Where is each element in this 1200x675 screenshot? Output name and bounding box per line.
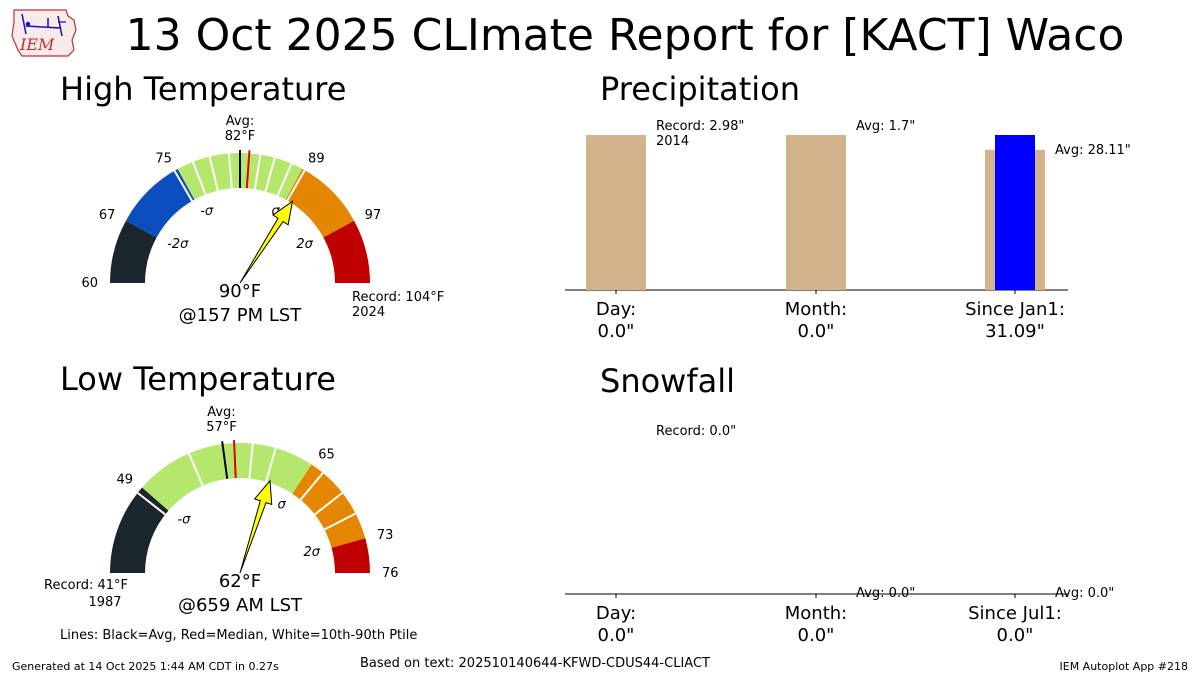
record-year: 2024 (352, 305, 385, 320)
gauge-band-blue (125, 168, 195, 238)
percentile-line (276, 163, 293, 197)
gauge-band-orange (292, 464, 366, 548)
sigma-label: -σ (200, 204, 214, 219)
category-label: Month: (785, 603, 847, 624)
percentile-line (173, 170, 193, 202)
percentile-line (248, 443, 254, 479)
snow-title: Snowfall (600, 362, 735, 400)
sigma-label: 2σ (296, 237, 313, 252)
percentile-line (253, 154, 262, 190)
percentile-line (191, 161, 207, 195)
gauge-tick-label: 76 (382, 566, 399, 581)
sigma-label: -σ (177, 512, 191, 527)
gauge-band-dark (110, 220, 157, 283)
sigma-label: -2σ (167, 237, 189, 252)
gauge-band-dark (110, 487, 169, 573)
percentile-line (323, 512, 357, 531)
lines-legend: Lines: Black=Avg, Red=Median, White=10th… (60, 628, 418, 643)
gauge-tick-label: 60 (81, 276, 98, 291)
observed-value-label: 90°F (219, 281, 261, 302)
category-label: Day: (596, 299, 636, 320)
gauge-tick-label: 73 (377, 528, 394, 543)
page-title: 13 Oct 2025 CLImate Report for [KACT] Wa… (125, 10, 1125, 61)
logo-text: IEM (19, 35, 55, 54)
gauge-band-red (331, 538, 370, 573)
median-line (245, 150, 251, 189)
low-temp-gauge: 49 65 73 76 -σ σ 2σ Avg:57°F 62°F @659 AM LST Reco… (44, 405, 399, 616)
percentile-line (265, 447, 277, 482)
gauge-tick-label: 89 (308, 151, 325, 166)
annotation: Avg: 1.7" (856, 119, 915, 134)
observed-time-label: @659 AM LST (178, 595, 303, 616)
high-temp-gauge: 60 67 75 89 97 -2σ -σ σ 2σ Avg:82°F 90°F @157 PM LS… (81, 114, 444, 326)
low-temp-title: Low Temperature (60, 360, 336, 398)
percentile-line (299, 472, 324, 501)
percentile-line (187, 453, 204, 487)
avg-label: Avg: (226, 114, 254, 129)
percentile-line (314, 492, 343, 516)
record-year: 1987 (88, 595, 121, 610)
category-label: Day: (596, 603, 636, 624)
category-value: 0.0" (798, 321, 835, 342)
category-label: Since Jul1: (968, 603, 1062, 624)
gauge-tick-label: 75 (155, 151, 172, 166)
percentile-line (264, 157, 276, 192)
avg-line (221, 441, 229, 479)
annotation: Avg: 0.0" (1055, 586, 1114, 601)
annotation: 2014 (656, 134, 689, 149)
sigma-label: 2σ (303, 545, 320, 560)
avg-value-label: 57°F (206, 420, 237, 435)
median-line (233, 440, 237, 479)
annotation: Avg: 28.11" (1055, 143, 1131, 158)
sigma-label: σ (272, 204, 281, 219)
category-label: Since Jan1: (965, 299, 1065, 320)
annotation: Avg: 0.0" (856, 586, 915, 601)
category-value: 31.09" (985, 321, 1045, 342)
category-value: 0.0" (598, 625, 635, 646)
snowfall-chart: Day:0.0"Record: 0.0"Month:0.0"Avg: 0.0"S… (565, 424, 1114, 646)
background-bar (786, 135, 846, 290)
category-value: 0.0" (598, 321, 635, 342)
category-value: 0.0" (798, 625, 835, 646)
record-label: Record: 104°F (352, 290, 444, 305)
observed-value-label: 62°F (219, 571, 261, 592)
avg-value-label: 82°F (225, 129, 256, 144)
sigma-label: σ (277, 498, 286, 513)
gauge-band-orange (285, 168, 355, 238)
app-note: IEM Autoplot App #218 (1059, 660, 1189, 673)
gauge-band-red (323, 220, 370, 283)
gauge-tick-label: 65 (318, 447, 335, 462)
percentile-line (208, 156, 219, 191)
observed-bar (995, 135, 1035, 290)
observed-time-label: @157 PM LST (179, 305, 303, 326)
iem-logo: IEM (11, 9, 77, 57)
annotation: Record: 0.0" (656, 424, 736, 439)
generated-note: Generated at 14 Oct 2025 1:44 AM CDT in … (12, 660, 279, 673)
percentile-line (227, 153, 233, 189)
category-label: Month: (785, 299, 847, 320)
record-label: Record: 41°F (44, 578, 128, 593)
percentile-line (137, 492, 166, 516)
precip-title: Precipitation (600, 70, 801, 108)
category-value: 0.0" (997, 625, 1034, 646)
gauge-tick-label: 49 (117, 473, 134, 488)
high-temp-title: High Temperature (60, 70, 347, 108)
avg-label: Avg: (207, 405, 235, 420)
observed-needle (239, 200, 294, 284)
percentile-line (286, 169, 306, 202)
precipitation-chart: Day:0.0"Record: 2.98"2014Month:0.0"Avg: … (565, 119, 1131, 342)
source-note: Based on text: 202510140644-KFWD-CDUS44-… (360, 656, 710, 671)
gauge-tick-label: 67 (99, 208, 116, 223)
background-bar (586, 135, 646, 290)
annotation: Record: 2.98" (656, 119, 744, 134)
gauge-tick-label: 97 (365, 208, 382, 223)
observed-needle (239, 479, 273, 574)
